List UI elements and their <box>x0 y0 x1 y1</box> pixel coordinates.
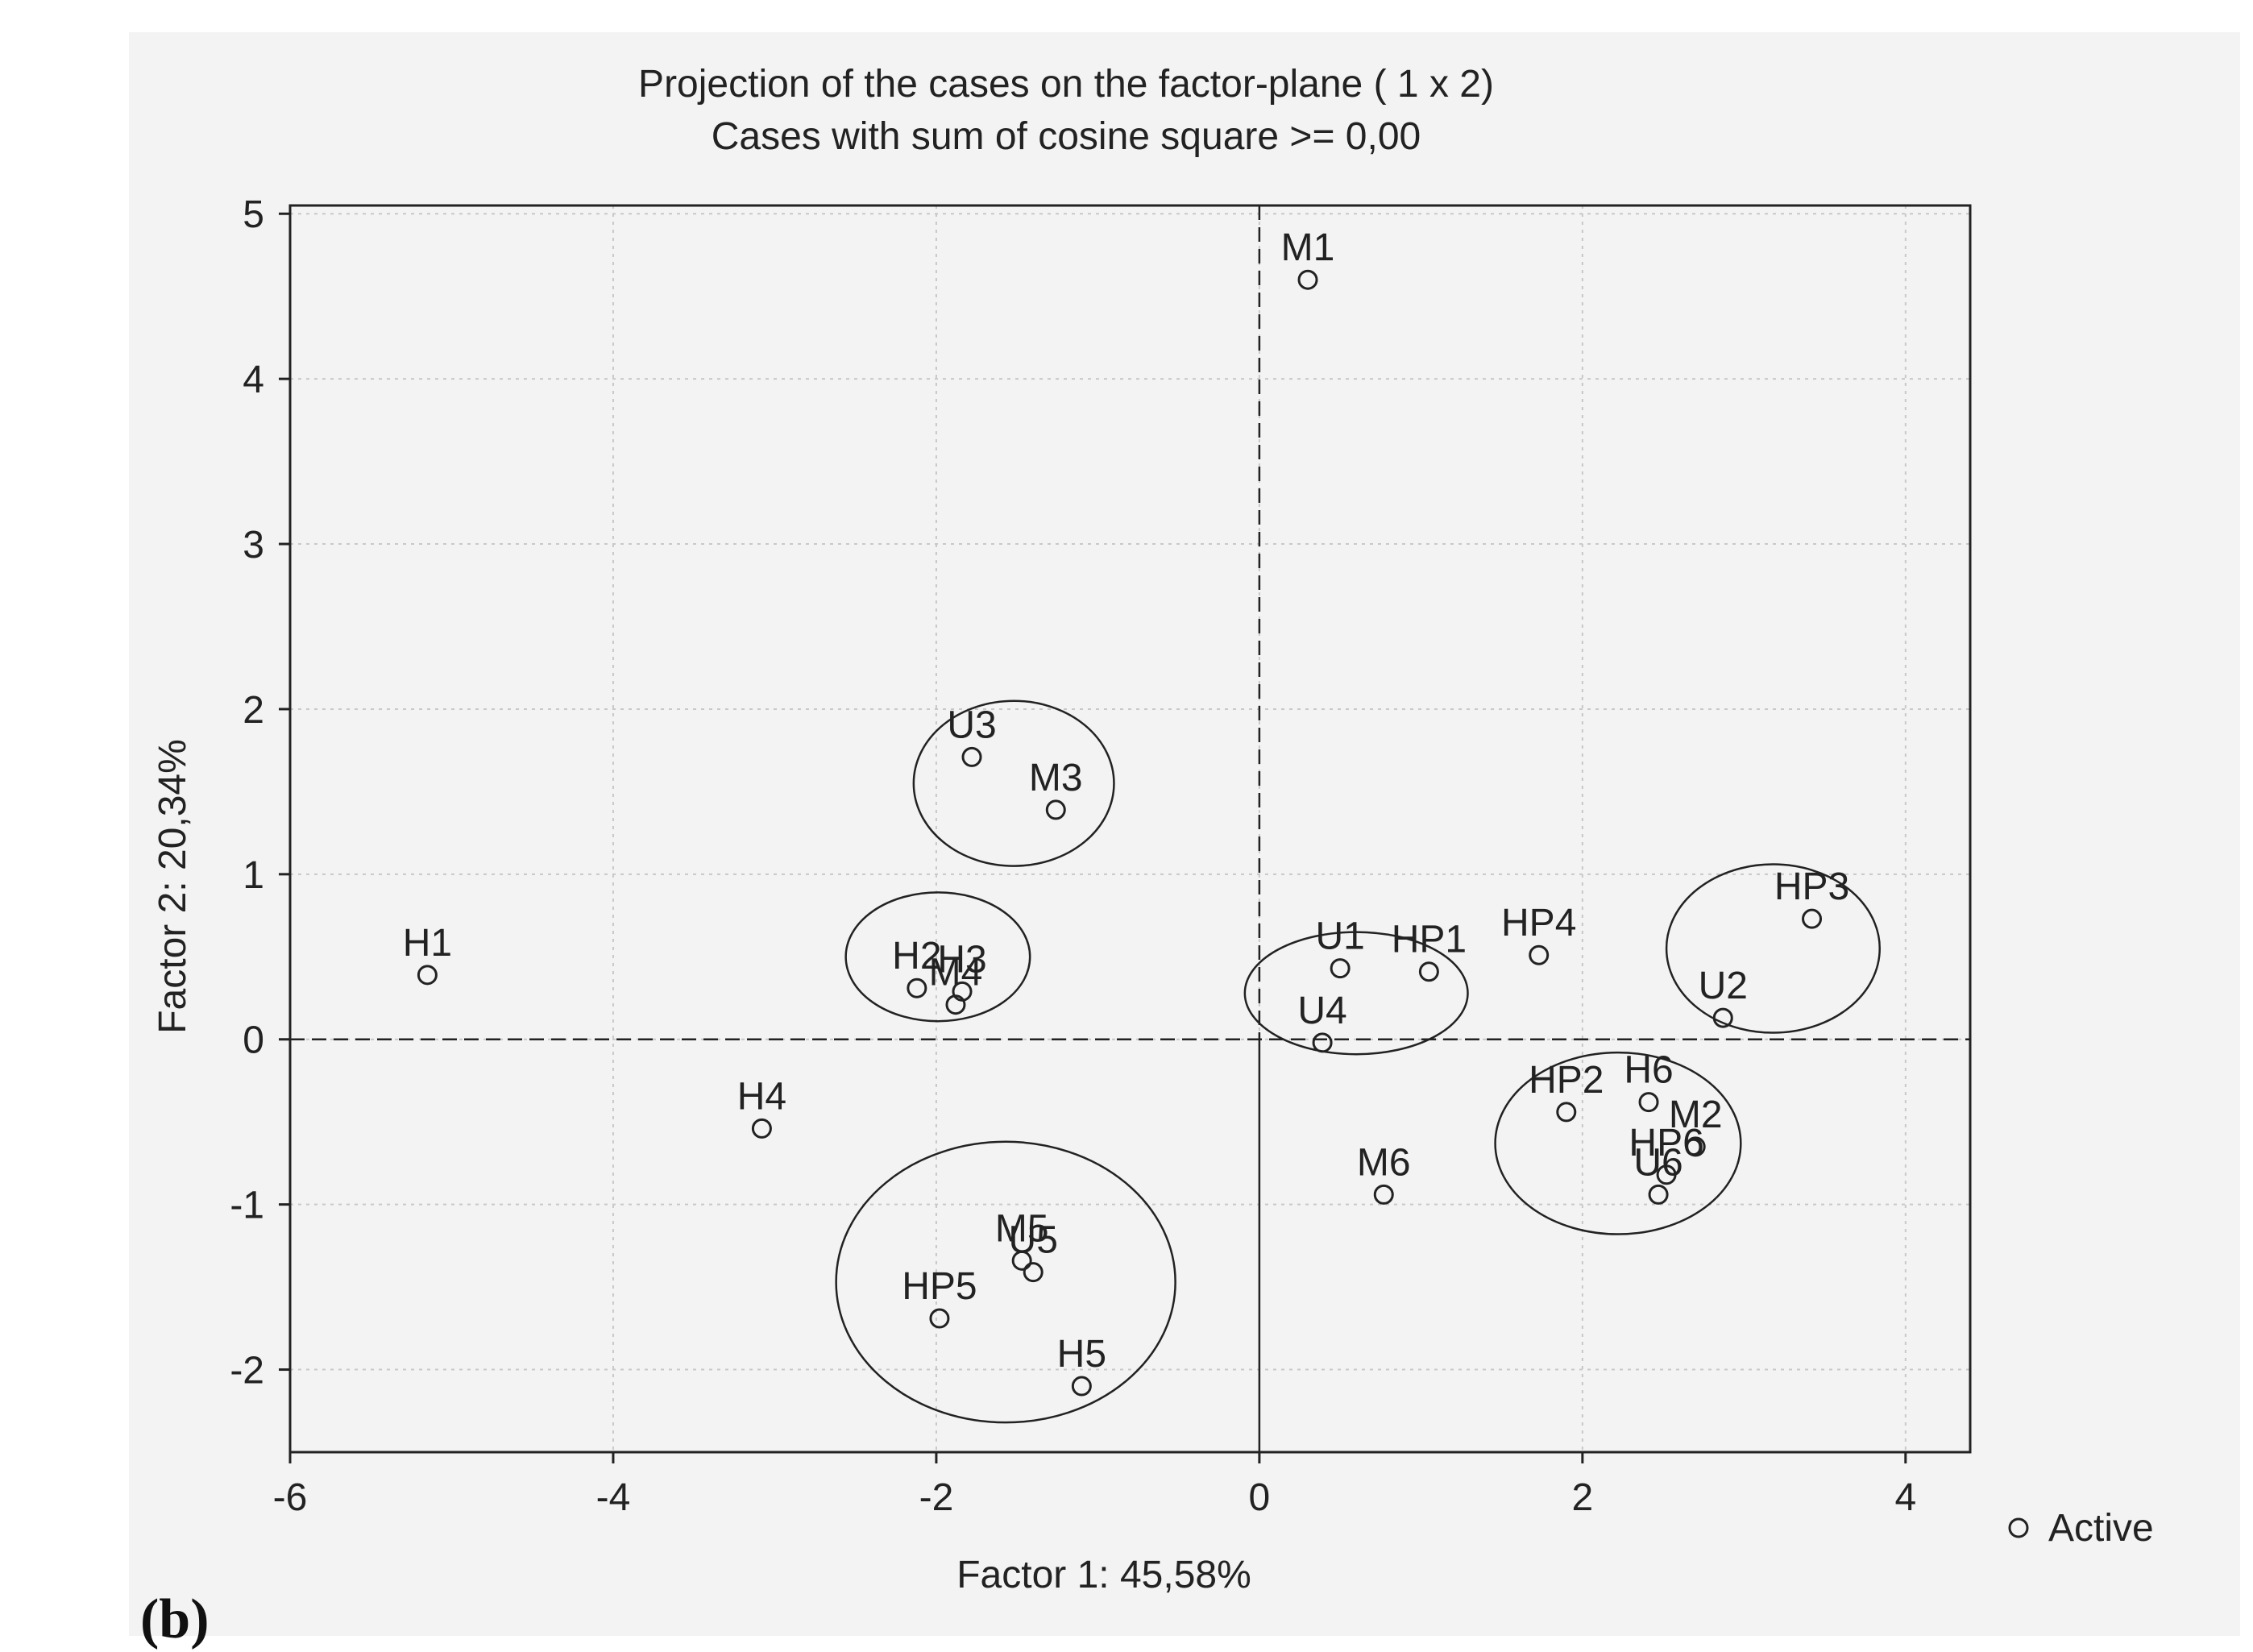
y-tick-label: 0 <box>243 1019 264 1062</box>
point-label: U3 <box>947 704 996 746</box>
data-point <box>1656 1164 1677 1185</box>
chart-title: Projection of the cases on the factor-pl… <box>638 63 1494 106</box>
point-label: H2 <box>892 935 941 978</box>
chart-subtitle: Cases with sum of cosine square >= 0,00 <box>712 115 1421 158</box>
point-label: U6 <box>1633 1141 1682 1184</box>
cluster-ellipse <box>1243 931 1469 1056</box>
y-axis-label: Factor 2: 20,34% <box>151 739 194 1034</box>
cluster-ellipse <box>912 699 1115 867</box>
x-tick-label: -4 <box>596 1476 631 1519</box>
x-tick-label: 0 <box>1249 1476 1271 1519</box>
data-point <box>417 965 438 986</box>
data-point <box>1685 1136 1706 1157</box>
cluster-ellipse <box>835 1140 1176 1424</box>
y-tick-label: 2 <box>243 689 264 732</box>
scatter-chart: Projection of the cases on the factor-pl… <box>151 63 2154 1596</box>
point-label: U5 <box>1009 1219 1058 1262</box>
data-point <box>1011 1250 1032 1271</box>
cluster-ellipse <box>1665 863 1881 1034</box>
y-tick-label: -1 <box>230 1185 264 1227</box>
legend: Active <box>2008 1507 2154 1550</box>
plot-frame <box>288 204 1972 1454</box>
data-point <box>1638 1092 1659 1113</box>
data-point <box>1802 908 1823 929</box>
point-label: HP6 <box>1629 1122 1703 1164</box>
x-tick-label: 4 <box>1894 1476 1916 1519</box>
point-label: H4 <box>737 1075 786 1118</box>
point-label: H5 <box>1057 1333 1106 1376</box>
point-label: HP4 <box>1501 902 1576 944</box>
data-point <box>1312 1032 1333 1053</box>
legend-marker-icon <box>2008 1517 2029 1538</box>
y-tick-label: -2 <box>230 1350 264 1393</box>
point-label: H6 <box>1624 1049 1673 1092</box>
y-tick-label: 5 <box>243 193 264 236</box>
data-point <box>751 1118 772 1139</box>
data-point <box>1529 944 1550 965</box>
point-label: M6 <box>1357 1141 1411 1184</box>
point-label: U2 <box>1699 965 1748 1007</box>
data-point <box>1556 1102 1577 1123</box>
y-tick-label: 1 <box>243 854 264 897</box>
point-label: M4 <box>929 952 983 994</box>
cluster-ellipse <box>844 891 1031 1023</box>
point-label: HP3 <box>1774 865 1849 908</box>
point-label: M2 <box>1669 1094 1723 1136</box>
panel-label: (b) <box>140 1588 210 1650</box>
data-point <box>1330 958 1351 979</box>
data-point <box>961 746 982 767</box>
x-tick-label: -2 <box>919 1476 954 1519</box>
point-label: M5 <box>995 1207 1049 1250</box>
data-point <box>1297 269 1318 290</box>
y-tick-label: 4 <box>243 359 264 401</box>
data-point <box>1071 1376 1092 1397</box>
point-label: M1 <box>1281 226 1335 269</box>
legend-label: Active <box>2048 1507 2154 1550</box>
data-point <box>945 994 966 1015</box>
point-label: HP1 <box>1392 919 1467 961</box>
data-point <box>1045 799 1066 820</box>
chart-panel: Projection of the cases on the factor-pl… <box>129 32 2240 1650</box>
point-label: H3 <box>937 938 986 981</box>
x-tick-label: 2 <box>1571 1476 1593 1519</box>
data-point <box>907 978 927 998</box>
y-tick-label: 3 <box>243 524 264 567</box>
data-point <box>929 1308 950 1329</box>
data-point <box>1373 1184 1394 1205</box>
point-label: H1 <box>403 922 452 965</box>
x-axis-label: Factor 1: 45,58% <box>956 1554 1251 1596</box>
data-point <box>1418 961 1439 982</box>
point-label: M3 <box>1029 757 1083 799</box>
point-label: HP2 <box>1529 1059 1604 1102</box>
data-point <box>1023 1262 1044 1283</box>
point-label: U4 <box>1297 990 1346 1032</box>
point-label: U1 <box>1315 915 1364 958</box>
point-label: HP5 <box>902 1265 977 1308</box>
data-point <box>1648 1184 1669 1205</box>
data-point <box>1712 1007 1733 1028</box>
cluster-ellipse <box>1494 1051 1742 1235</box>
x-tick-label: -6 <box>273 1476 308 1519</box>
